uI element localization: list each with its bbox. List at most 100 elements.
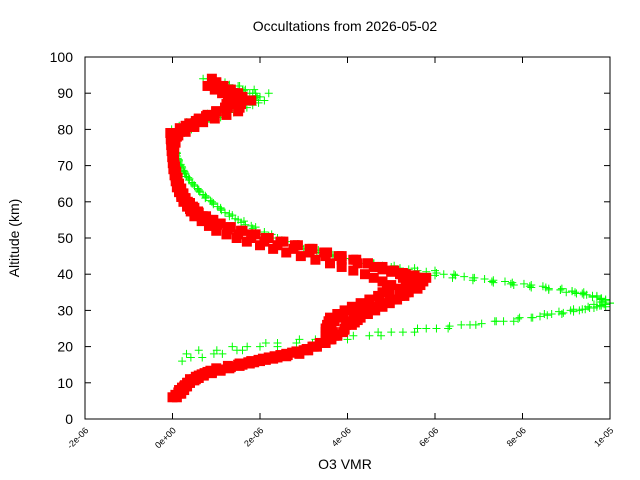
data-point-square — [339, 305, 350, 316]
data-point-square — [364, 294, 375, 305]
data-point-square — [325, 312, 335, 323]
y-tick-label: 90 — [57, 85, 73, 101]
data-point-plus — [349, 331, 358, 340]
data-point-square — [202, 214, 213, 225]
data-point-square — [246, 233, 257, 243]
data-point-square — [384, 298, 395, 309]
data-point-square — [180, 120, 191, 131]
data-point-plus — [295, 335, 304, 344]
data-point-square — [263, 352, 274, 363]
data-point-plus — [228, 211, 237, 220]
data-point-square — [253, 354, 264, 365]
data-point-plus — [178, 357, 187, 366]
data-point-square — [362, 258, 373, 269]
data-point-plus — [557, 284, 566, 293]
data-point-square — [237, 91, 248, 102]
data-point-plus — [566, 306, 575, 315]
data-point-square — [288, 243, 299, 254]
data-point-square — [259, 236, 270, 247]
data-point-plus — [470, 273, 479, 282]
data-point-plus — [578, 305, 587, 314]
data-point-square — [201, 111, 212, 122]
data-point-plus — [571, 288, 579, 297]
data-point-plus — [536, 312, 544, 321]
data-point-square — [169, 159, 180, 170]
data-point-square — [182, 377, 193, 388]
data-point-square — [421, 272, 432, 283]
data-point-square — [209, 113, 220, 124]
data-point-square — [190, 207, 201, 218]
data-point-plus — [216, 205, 225, 214]
data-point-square — [234, 99, 245, 110]
data-point-plus — [501, 277, 509, 286]
data-point-square — [362, 309, 373, 320]
data-point-plus — [212, 346, 221, 355]
data-point-plus — [439, 270, 448, 279]
y-tick-label: 60 — [57, 194, 73, 210]
data-point-square — [392, 294, 403, 305]
y-tick-label: 100 — [50, 49, 74, 65]
data-point-plus — [515, 313, 524, 322]
data-point-plus — [250, 85, 259, 94]
plot-marks — [165, 73, 614, 403]
data-point-plus — [489, 276, 498, 285]
data-point-plus — [432, 268, 441, 277]
data-point-plus — [202, 192, 211, 201]
series-square-markers — [165, 73, 432, 403]
data-point-plus — [182, 349, 191, 358]
data-point-plus — [547, 310, 556, 319]
data-point-square — [332, 309, 343, 320]
data-point-square — [206, 73, 217, 84]
data-point-square — [348, 265, 359, 276]
data-point-plus — [509, 317, 518, 326]
data-point-plus — [186, 353, 195, 362]
data-point-square — [377, 264, 388, 275]
data-point-square — [215, 364, 226, 375]
data-point-square — [209, 84, 220, 95]
data-point-plus — [541, 283, 550, 292]
data-point-square — [278, 236, 289, 247]
data-point-square — [212, 219, 223, 230]
data-point-plus — [487, 277, 496, 286]
data-point-square — [170, 171, 181, 182]
data-point-plus — [422, 324, 431, 333]
data-point-plus — [387, 328, 396, 337]
data-point-square — [307, 341, 318, 352]
data-point-plus — [261, 338, 270, 347]
y-tick-label: 80 — [57, 121, 73, 137]
data-point-plus — [243, 342, 252, 351]
data-point-plus — [508, 278, 517, 287]
data-point-square — [355, 298, 366, 309]
data-point-plus — [181, 170, 190, 179]
data-point-square — [377, 301, 388, 312]
data-point-plus — [445, 322, 454, 331]
y-tick-label: 30 — [57, 302, 73, 318]
data-point-plus — [499, 317, 508, 326]
data-point-square — [336, 254, 347, 265]
data-point-plus — [492, 317, 501, 326]
data-point-plus — [589, 303, 598, 312]
data-point-plus — [460, 272, 469, 281]
data-point-square — [409, 270, 420, 281]
data-point-plus — [209, 199, 218, 208]
data-point-square — [304, 247, 315, 258]
data-point-plus — [238, 346, 247, 355]
data-point-plus — [451, 271, 460, 280]
data-point-square — [206, 366, 217, 377]
data-point-plus — [228, 342, 237, 351]
y-tick-label: 20 — [57, 339, 73, 355]
data-point-plus — [198, 353, 207, 362]
data-point-square — [222, 102, 233, 113]
data-point-plus — [477, 319, 486, 328]
data-point-plus — [588, 293, 597, 302]
data-point-square — [316, 337, 327, 348]
data-point-square — [386, 266, 397, 277]
data-point-square — [370, 305, 381, 316]
data-point-plus — [471, 320, 480, 329]
data-point-square — [386, 280, 397, 291]
data-point-plus — [432, 324, 441, 333]
data-point-plus — [264, 89, 273, 98]
data-point-plus — [185, 174, 194, 183]
